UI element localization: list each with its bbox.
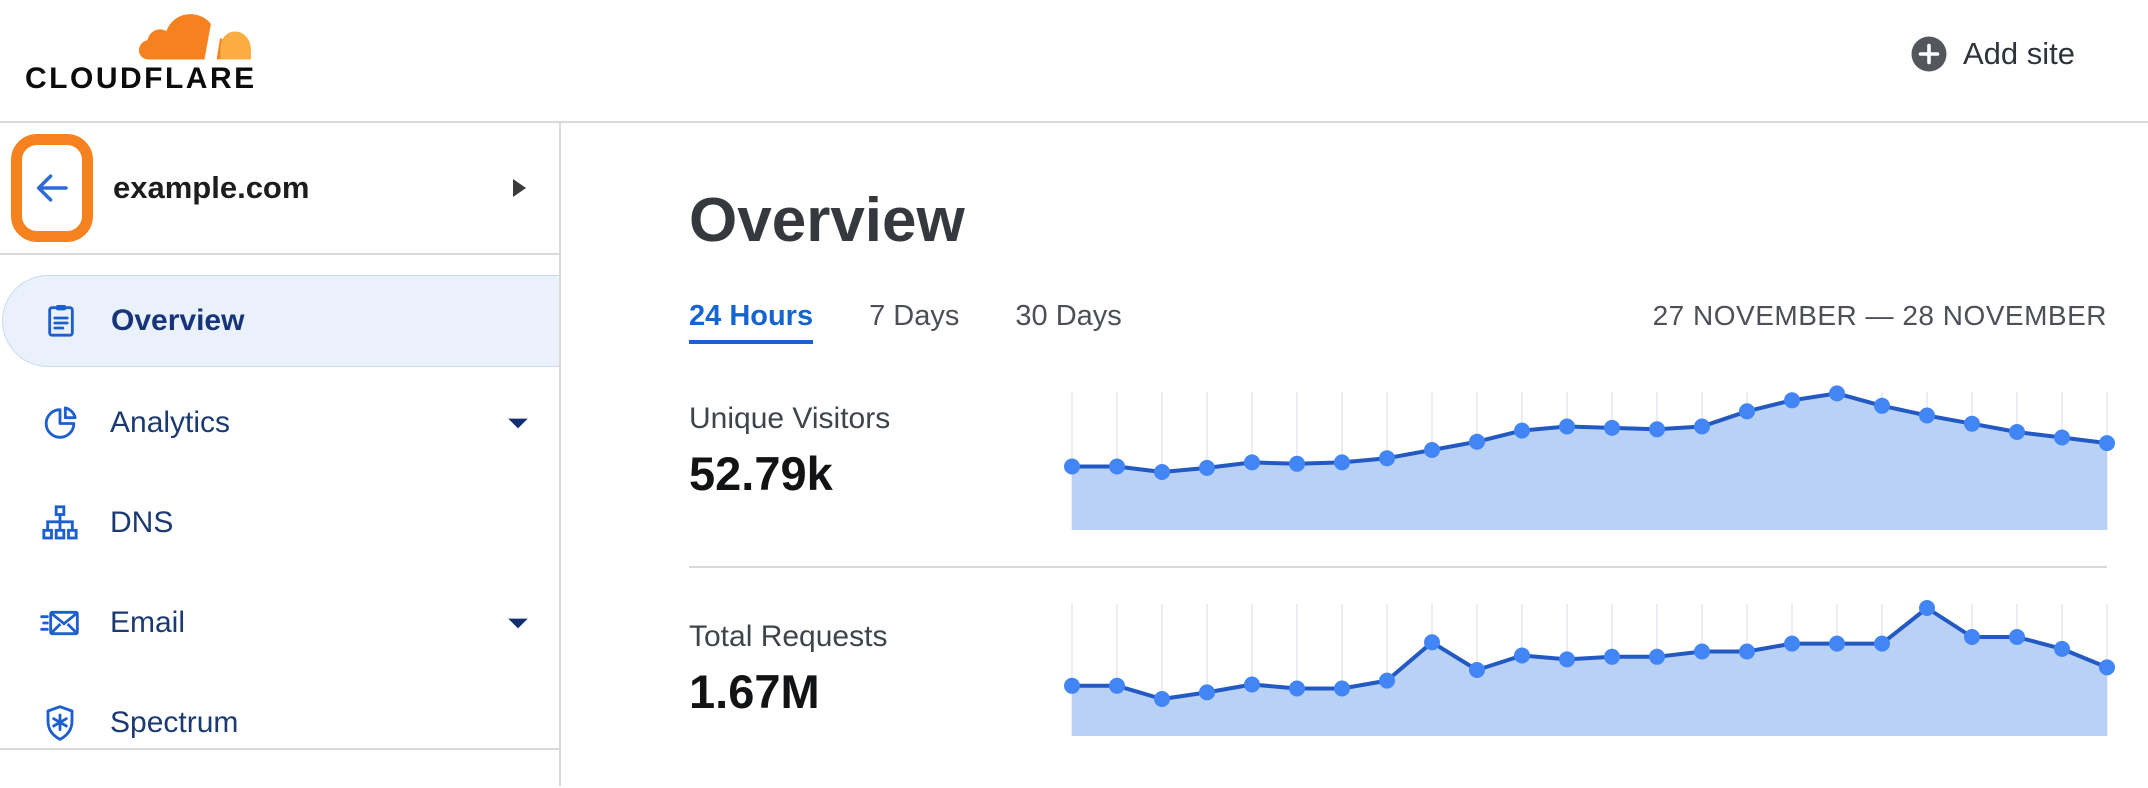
page-title: Overview (689, 186, 965, 255)
cloudflare-cloud-icon (139, 10, 251, 60)
tab-24-hours[interactable]: 24 Hours (689, 300, 814, 344)
tab-30-days[interactable]: 30 Days (1015, 300, 1122, 332)
metric-label: Total Requests (689, 620, 888, 653)
total-requests-chart[interactable] (1064, 600, 2115, 736)
chevron-down-icon (505, 610, 531, 636)
site-name: example.com (113, 170, 310, 205)
sidebar-item-spectrum[interactable]: Spectrum (0, 673, 559, 773)
add-site-label: Add site (1962, 36, 2075, 71)
sidebar-item-dns[interactable]: DNS (0, 473, 559, 573)
unique-visitors-row: Unique Visitors 52.79k (689, 374, 2115, 530)
sidebar-item-label: Spectrum (110, 706, 239, 739)
time-range-tabs: 24 Hours 7 Days 30 Days 27 NOVEMBER — 28… (689, 300, 2107, 344)
date-range-label: 27 NOVEMBER — 28 NOVEMBER (1652, 300, 2107, 331)
sidebar-nav: Overview Analytics (0, 255, 559, 773)
clipboard-icon (39, 299, 83, 343)
shield-icon (38, 701, 82, 745)
plus-circle-icon (1911, 36, 1947, 72)
caret-right-icon (513, 179, 526, 197)
top-header: CLOUDFLARE Add site (0, 0, 2148, 123)
sidebar-item-label: DNS (110, 506, 174, 539)
sidebar-item-email[interactable]: Email (0, 573, 559, 673)
sidebar-item-label: Overview (111, 304, 245, 337)
arrow-left-icon (36, 174, 68, 202)
sidebar-item-overview[interactable]: Overview (2, 275, 559, 367)
pie-chart-icon (38, 401, 82, 445)
tab-7-days[interactable]: 7 Days (869, 300, 960, 332)
sidebar-item-label: Analytics (110, 406, 231, 439)
cloudflare-wordmark: CLOUDFLARE (25, 62, 257, 95)
unique-visitors-chart[interactable] (1064, 385, 2115, 530)
total-requests-row: Total Requests 1.67M (689, 568, 2115, 736)
metric-value: 52.79k (689, 447, 833, 500)
sidebar-section-divider (0, 748, 559, 750)
sitemap-icon (38, 501, 82, 545)
site-selector-row: example.com (0, 123, 559, 255)
metric-value: 1.67M (689, 665, 820, 718)
back-button[interactable] (11, 134, 93, 242)
sidebar-item-label: Email (110, 606, 186, 639)
sidebar-item-analytics[interactable]: Analytics (0, 373, 559, 473)
metric-label: Unique Visitors (689, 402, 891, 435)
site-switcher-caret[interactable] (511, 177, 527, 199)
main-content: Overview 24 Hours 7 Days 30 Days 27 NOVE… (561, 123, 2148, 786)
metrics-divider (689, 566, 2107, 568)
cloudflare-logo: CLOUDFLARE (25, 8, 257, 121)
email-icon (38, 601, 82, 645)
sidebar: example.com Overview (0, 123, 561, 786)
chevron-down-icon (505, 410, 531, 436)
metric-info: Unique Visitors 52.79k (689, 374, 1072, 530)
add-site-button[interactable]: Add site (1910, 34, 2075, 74)
metric-info: Total Requests 1.67M (689, 568, 1072, 736)
